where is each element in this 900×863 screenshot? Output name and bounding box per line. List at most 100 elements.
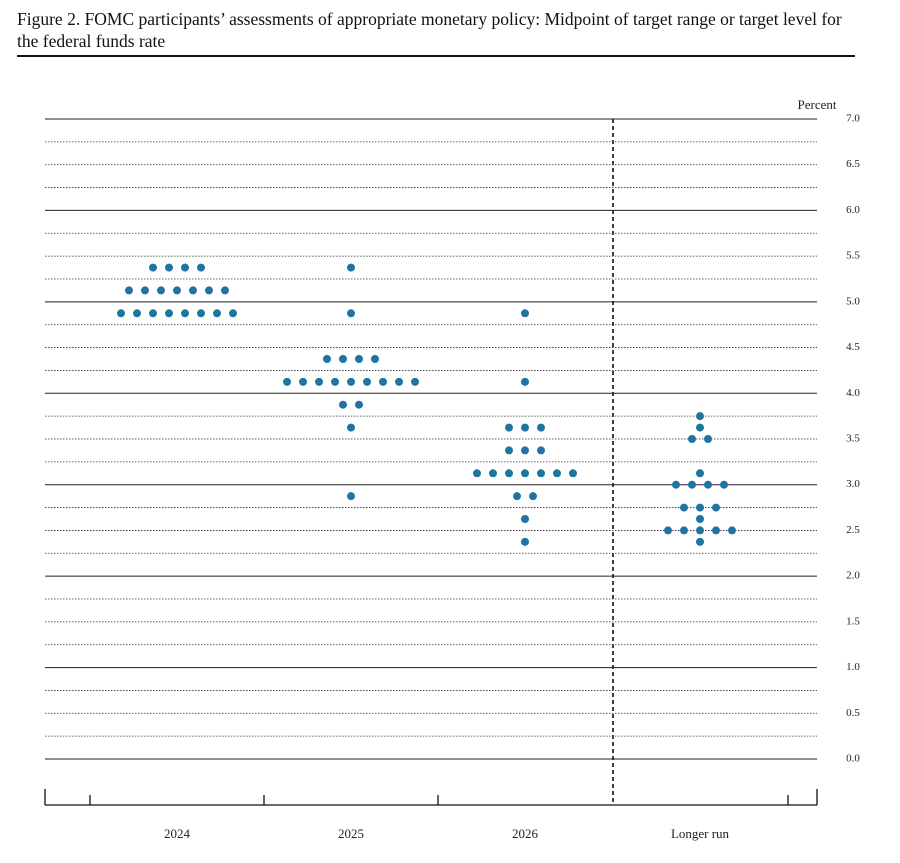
dot xyxy=(181,309,189,318)
dot xyxy=(157,286,165,295)
dot xyxy=(331,377,339,386)
dot xyxy=(197,309,205,318)
y-tick-label: 1.0 xyxy=(846,661,860,673)
dot xyxy=(553,469,561,478)
dot xyxy=(189,286,197,295)
dot xyxy=(712,526,720,535)
dot xyxy=(569,469,577,478)
dot xyxy=(229,309,237,318)
dot xyxy=(696,503,704,512)
dot xyxy=(149,309,157,318)
y-tick-label: 6.5 xyxy=(846,158,860,170)
dot xyxy=(537,423,545,432)
dot xyxy=(696,537,704,546)
dot xyxy=(395,377,403,386)
dot xyxy=(720,480,728,489)
y-tick-label: 5.5 xyxy=(846,250,860,262)
dot xyxy=(521,515,529,523)
dot xyxy=(664,526,672,535)
dot xyxy=(521,446,529,455)
dot xyxy=(347,377,355,386)
dot xyxy=(513,492,521,501)
dot xyxy=(355,355,363,363)
dot xyxy=(133,309,141,318)
dot xyxy=(473,469,481,478)
y-tick-label: 2.5 xyxy=(846,524,860,536)
dot xyxy=(181,263,189,272)
y-tick-label: 0.5 xyxy=(846,707,860,719)
y-tick-label: 5.0 xyxy=(846,295,860,307)
dot xyxy=(712,503,720,512)
dot xyxy=(411,377,419,386)
dot xyxy=(688,435,696,443)
dot xyxy=(696,423,704,432)
dot xyxy=(696,515,704,523)
title-rule xyxy=(17,55,855,57)
dot xyxy=(141,286,149,295)
dot xyxy=(173,286,181,295)
dot xyxy=(197,263,205,272)
dot xyxy=(347,423,355,432)
dot xyxy=(347,492,355,501)
x-tick-label: 2026 xyxy=(512,826,539,841)
dot xyxy=(704,480,712,489)
dot xyxy=(529,492,537,501)
dot xyxy=(283,377,291,386)
y-tick-label: 2.0 xyxy=(846,570,860,582)
dot xyxy=(728,526,736,535)
y-tick-label: 0.0 xyxy=(846,753,860,765)
dot xyxy=(521,309,529,318)
dot xyxy=(221,286,229,295)
dot xyxy=(505,446,513,455)
dot xyxy=(371,355,379,363)
y-tick-label: 6.0 xyxy=(846,204,860,216)
x-tick-label: Longer run xyxy=(671,826,730,841)
dot xyxy=(339,355,347,363)
chart-title: Figure 2. FOMC participants’ assessments… xyxy=(17,9,842,51)
dot xyxy=(489,469,497,478)
dot xyxy=(537,469,545,478)
dot xyxy=(125,286,133,295)
dot xyxy=(355,400,363,409)
dot xyxy=(672,480,680,489)
dot xyxy=(379,377,387,386)
dot xyxy=(299,377,307,386)
dot xyxy=(213,309,221,318)
y-tick-label: 3.0 xyxy=(846,478,860,490)
x-tick-label: 2025 xyxy=(338,826,364,841)
dot xyxy=(149,263,157,272)
dot xyxy=(537,446,545,455)
dot xyxy=(696,469,704,478)
x-axis xyxy=(44,789,818,806)
dot xyxy=(696,526,704,535)
dot xyxy=(680,503,688,512)
dot xyxy=(680,526,688,535)
y-tick-label: 4.0 xyxy=(846,387,860,399)
y-tick-label: 7.0 xyxy=(846,113,860,125)
dot xyxy=(688,480,696,489)
y-tick-label: 4.5 xyxy=(846,341,860,353)
y-tick-label: 1.5 xyxy=(846,615,860,627)
dot xyxy=(363,377,371,386)
dot xyxy=(323,355,331,363)
dot xyxy=(521,377,529,386)
dot xyxy=(165,263,173,272)
dot xyxy=(521,537,529,546)
dot xyxy=(505,469,513,478)
y-axis-label: Percent xyxy=(798,97,837,112)
y-tick-label: 3.5 xyxy=(846,433,860,445)
dot xyxy=(521,423,529,432)
dot xyxy=(521,469,529,478)
dot xyxy=(315,377,323,386)
x-tick-label: 2024 xyxy=(164,826,191,841)
dot xyxy=(696,412,704,421)
dot xyxy=(205,286,213,295)
dot xyxy=(347,309,355,318)
dot xyxy=(117,309,125,318)
dot xyxy=(704,435,712,443)
dot xyxy=(339,400,347,409)
dot xyxy=(347,263,355,272)
dot xyxy=(165,309,173,318)
